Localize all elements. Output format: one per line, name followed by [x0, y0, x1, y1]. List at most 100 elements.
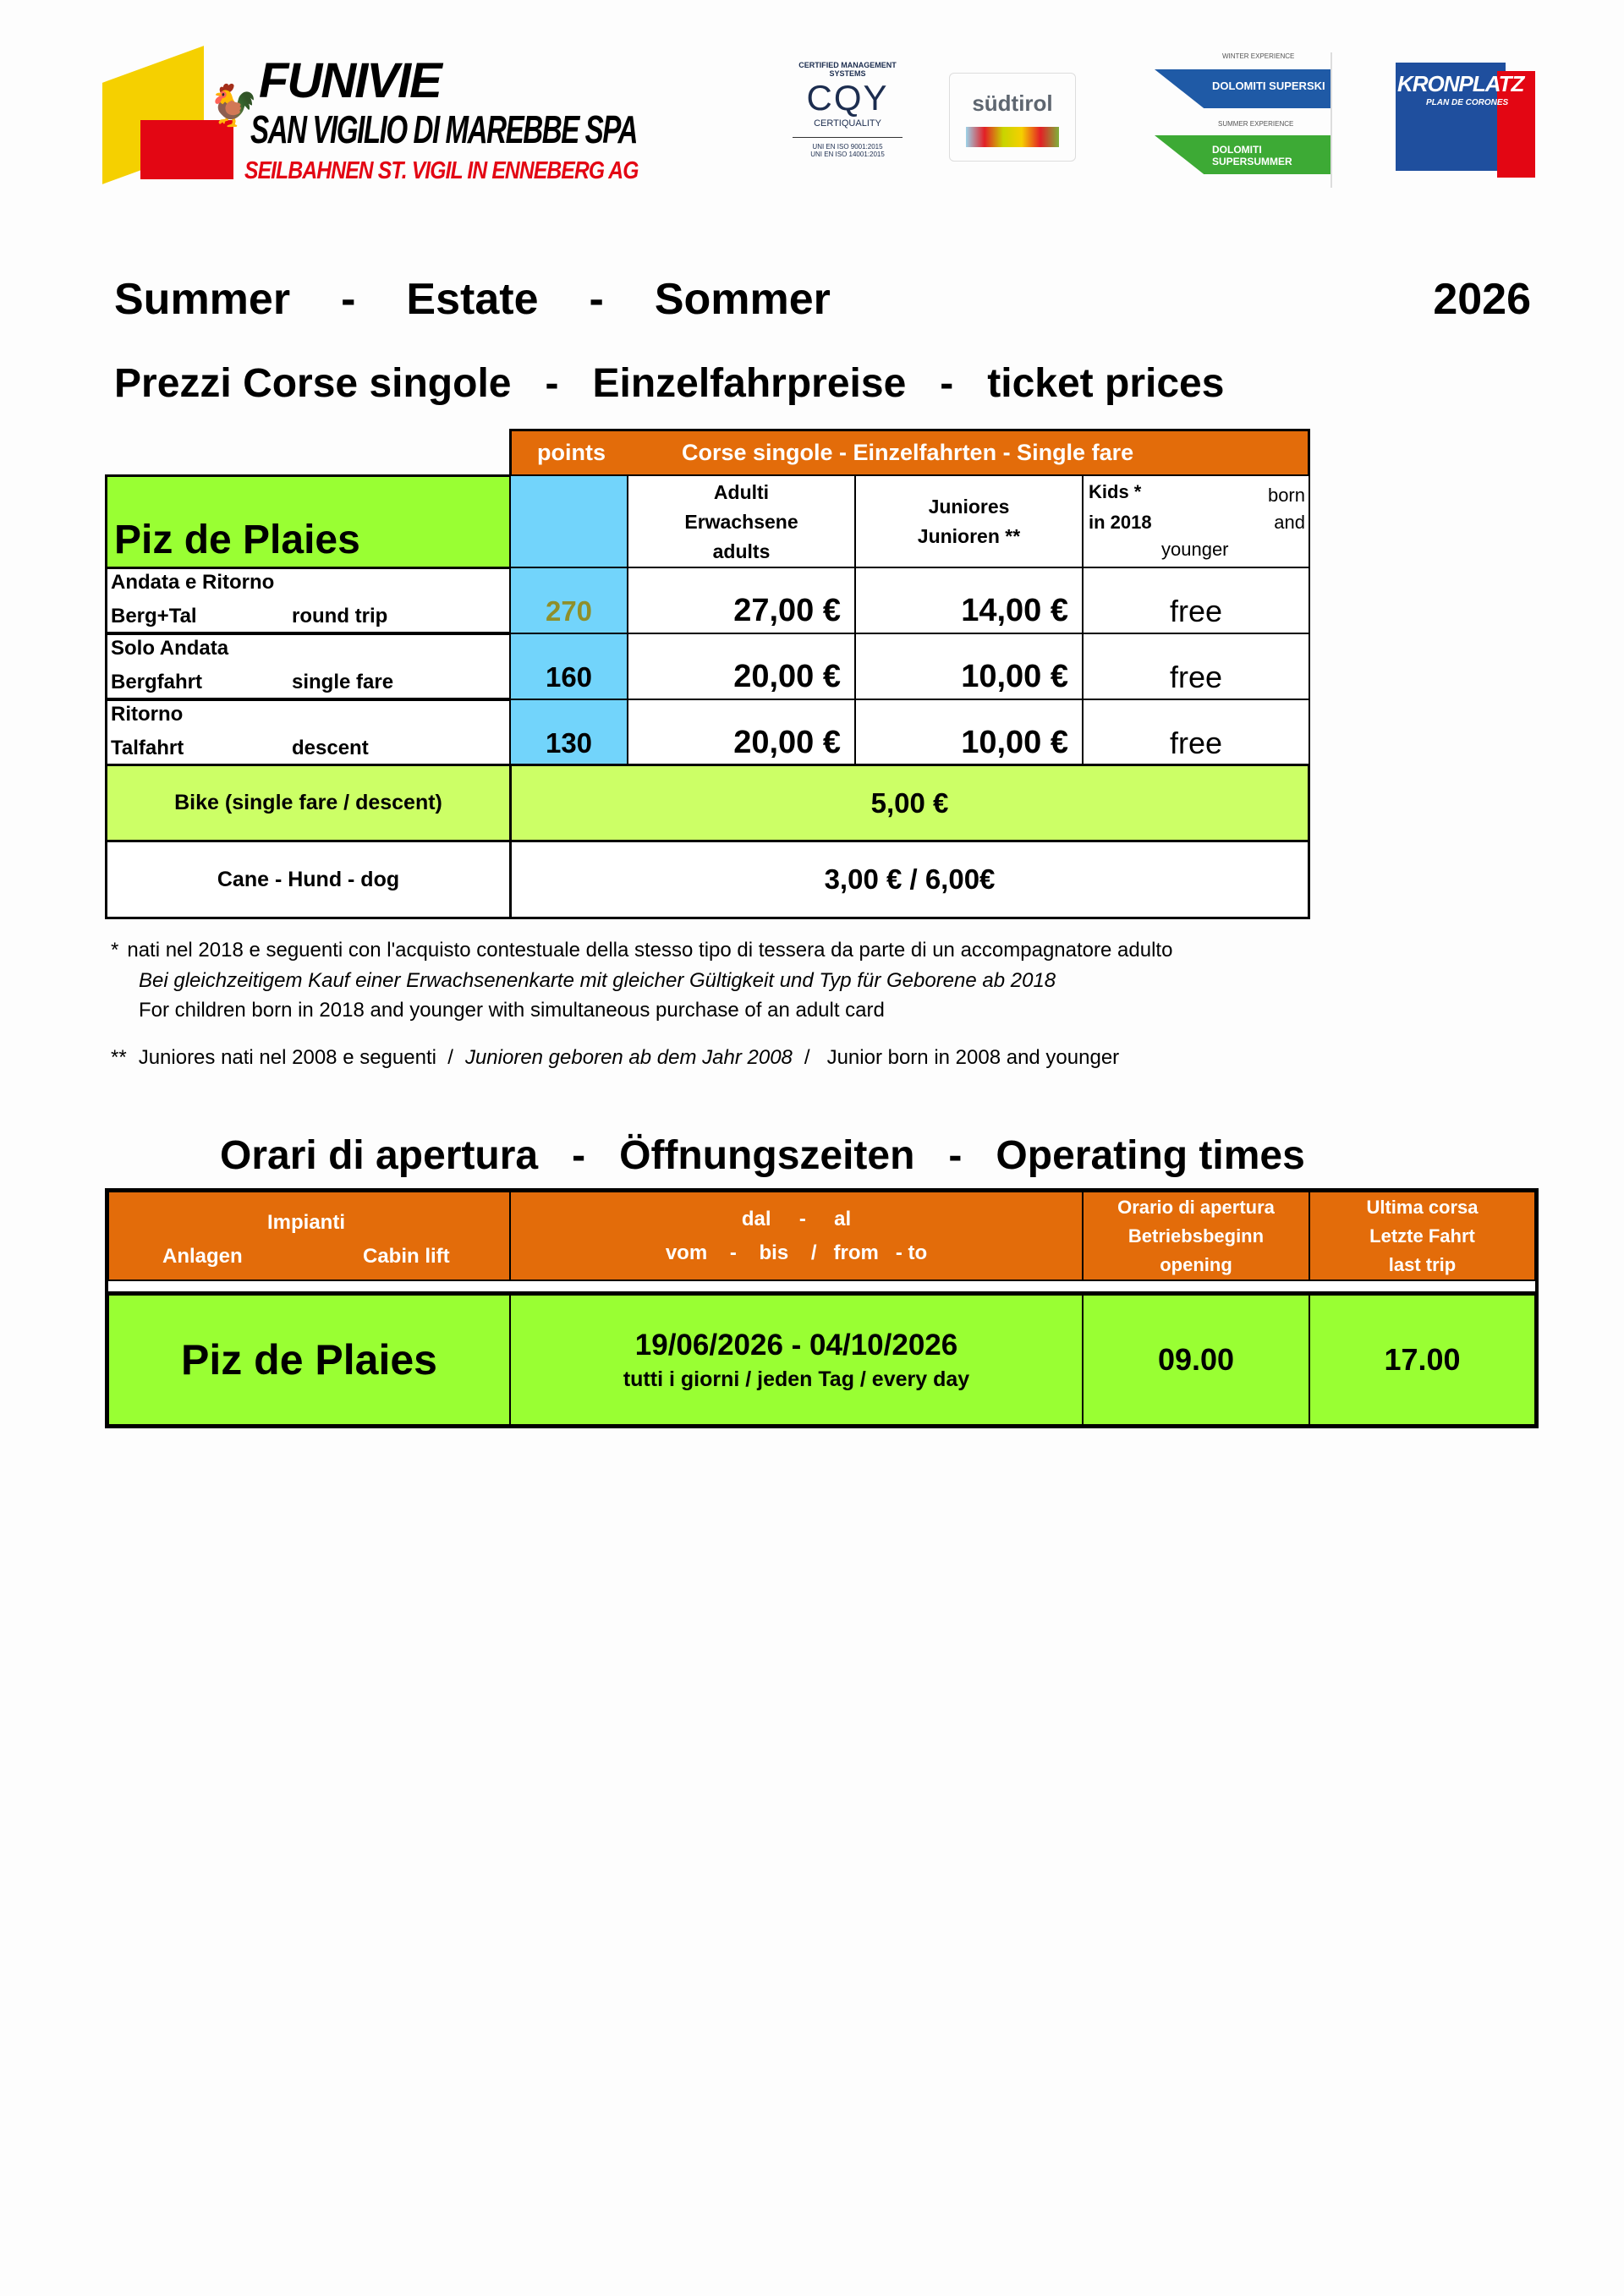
- fare-points: 160: [509, 633, 628, 700]
- last-trip-time: 17.00: [1384, 1342, 1461, 1377]
- hours-title-en: Operating times: [996, 1133, 1305, 1178]
- footnote-2-line: ** Juniores nati nel 2008 e seguenti / J…: [111, 1046, 1119, 1070]
- fare-kids: free: [1082, 633, 1310, 700]
- hours-title-it: Orari di apertura: [220, 1133, 539, 1178]
- fare-points: 270: [509, 567, 628, 634]
- footnote-1-it: nati nel 2018 e seguenti con l'acquisto …: [127, 939, 1173, 962]
- logo-text-company: SAN VIGILIO DI MAREBBE SPA: [250, 107, 638, 151]
- header-dates-it: dal - al: [741, 1207, 852, 1230]
- points-value: 270: [545, 595, 593, 627]
- title-dash: -: [341, 275, 356, 324]
- kids-price: free: [1169, 594, 1223, 628]
- title-estate: Estate: [406, 275, 539, 324]
- fare-kids: free: [1082, 699, 1310, 766]
- kids-price: free: [1169, 726, 1223, 760]
- adults-en: adults: [712, 540, 771, 562]
- fare-label-it: Solo Andata: [111, 637, 229, 660]
- kids-and: and: [1274, 512, 1305, 533]
- bike-price-cell: 5,00 €: [509, 764, 1310, 842]
- header-opening-en: opening: [1160, 1253, 1232, 1275]
- juniors-header: Juniores Junioren **: [854, 474, 1084, 569]
- header-dates-de-en: vom - bis / from - to: [665, 1241, 928, 1264]
- fare-label-de: Talfahrt: [111, 737, 184, 759]
- adult-price: 20,00 €: [733, 725, 841, 760]
- cert-name: CERTIQUALITY: [793, 118, 903, 138]
- dolomiti-supersummer: DOLOMITI SUPERSUMMER: [1155, 135, 1330, 174]
- header-impianti: Impianti: [267, 1211, 346, 1234]
- cert-top: CERTIFIED MANAGEMENT SYSTEMS: [798, 61, 897, 78]
- footnote-2-it: Juniores nati nel 2008 e seguenti /: [138, 1046, 453, 1069]
- hours-header-last: Ultima corsa Letzte Fahrt last trip: [1309, 1191, 1536, 1281]
- lift-name: Piz de Plaies: [114, 518, 360, 562]
- rooster-icon: 🐓: [208, 84, 259, 129]
- header-last-de: Letzte Fahrt: [1369, 1225, 1475, 1247]
- fare-label-it: Ritorno: [111, 703, 184, 726]
- lift-name-cell: Piz de Plaies: [105, 474, 512, 569]
- header-cabin-lift: Cabin lift: [363, 1245, 450, 1268]
- juniors-de: Junioren **: [917, 525, 1021, 547]
- header-last-en: last trip: [1388, 1253, 1457, 1275]
- fare-label-en: descent: [292, 737, 369, 759]
- kids-year: in 2018: [1089, 512, 1152, 533]
- adult-price: 20,00 €: [733, 659, 841, 694]
- hours-title-dash: -: [572, 1133, 586, 1178]
- logo-text-funivie: FUNIVIE: [259, 53, 442, 108]
- footnote-1-de: Bei gleichzeitigem Kauf einer Erwachsene…: [139, 969, 1056, 992]
- fare-label-en: round trip: [292, 605, 388, 627]
- adults-header: Adulti Erwachsene adults: [627, 474, 856, 569]
- dog-label: Cane - Hund - dog: [217, 867, 400, 891]
- header-anlagen: Anlagen: [162, 1245, 243, 1268]
- dog-label-cell: Cane - Hund - dog: [105, 840, 512, 919]
- hours-title-de: Öffnungszeiten: [619, 1133, 915, 1178]
- points-header-cell: [509, 474, 628, 569]
- hours-title: Orari di apertura - Öffnungszeiten - Ope…: [220, 1132, 1305, 1179]
- subtitle-dash: -: [940, 361, 954, 406]
- dog-price-cell: 3,00 € / 6,00€: [509, 840, 1310, 919]
- cert-iso1: UNI EN ISO 9001:2015: [812, 143, 883, 151]
- kids-born: born: [1267, 485, 1305, 506]
- fare-label-de: Berg+Tal: [111, 605, 197, 627]
- footnote-star: *: [111, 939, 119, 962]
- suedtirol-logo: südtirol: [949, 73, 1076, 162]
- junior-price: 10,00 €: [961, 659, 1068, 694]
- footnote-1-line: * nati nel 2018 e seguenti con l'acquist…: [111, 939, 1172, 962]
- dolomiti-logo: WINTER EXPERIENCE DOLOMITI SUPERSKI SUMM…: [1155, 52, 1332, 188]
- funivie-logo: 🐓 FUNIVIE SAN VIGILIO DI MAREBBE SPA SEI…: [102, 46, 762, 191]
- kronplatz-logo: KRONPLATZ PLAN DE CORONES: [1396, 63, 1535, 178]
- fare-label-it: Andata e Ritorno: [111, 571, 275, 594]
- fare-juniors: 10,00 €: [854, 699, 1084, 766]
- season-days: tutti i giorni / jeden Tag / every day: [623, 1367, 970, 1391]
- hours-header-opening: Orario di apertura Betriebsbeginn openin…: [1082, 1191, 1310, 1281]
- fare-juniors: 10,00 €: [854, 633, 1084, 700]
- kids-younger: younger: [1161, 539, 1229, 560]
- footnote-2-de: Junioren geboren ab dem Jahr 2008: [464, 1046, 793, 1069]
- cert-mark: CQY: [806, 78, 889, 118]
- kids-price: free: [1169, 660, 1223, 694]
- certiquality-logo: CERTIFIED MANAGEMENT SYSTEMS CQY CERTIQU…: [793, 61, 903, 179]
- kronplatz-text: KRONPLATZ: [1397, 71, 1524, 96]
- footnote-2-en: / Junior born in 2008 and younger: [804, 1046, 1120, 1069]
- fare-label-en: single fare: [292, 671, 394, 693]
- season-dates: 19/06/2026 - 04/10/2026: [634, 1328, 958, 1362]
- fare-row-label: Solo Andata Bergfahrt single fare: [105, 633, 512, 700]
- juniors-it: Juniores: [928, 496, 1010, 518]
- subtitle-en: ticket prices: [987, 361, 1225, 406]
- points-value: 160: [545, 661, 593, 693]
- prices-subtitle: Prezzi Corse singole - Einzelfahrpreise …: [114, 360, 1224, 407]
- footnote-star: **: [111, 1046, 127, 1069]
- logo-text-seilbahnen: SEILBAHNEN ST. VIGIL IN ENNEBERG AG: [244, 157, 639, 184]
- hours-header-dates: dal - al vom - bis / from - to: [509, 1191, 1084, 1281]
- dog-price: 3,00 € / 6,00€: [824, 863, 996, 895]
- logo-red-shape: [140, 120, 233, 179]
- suedtirol-text: südtirol: [972, 90, 1053, 116]
- points-value: 130: [545, 727, 593, 759]
- cert-iso2: UNI EN ISO 14001:2015: [810, 151, 885, 158]
- fare-juniors: 14,00 €: [854, 567, 1084, 634]
- bike-label-cell: Bike (single fare / descent): [105, 764, 512, 842]
- dolomiti-summer: SUMMER EXPERIENCE: [1218, 120, 1294, 128]
- kronplatz-sub: PLAN DE CORONES: [1426, 98, 1509, 107]
- hours-last-cell: 17.00: [1309, 1294, 1536, 1426]
- fare-adults: 20,00 €: [627, 633, 856, 700]
- subtitle-it: Prezzi Corse singole: [114, 361, 512, 406]
- fare-kids: free: [1082, 567, 1310, 634]
